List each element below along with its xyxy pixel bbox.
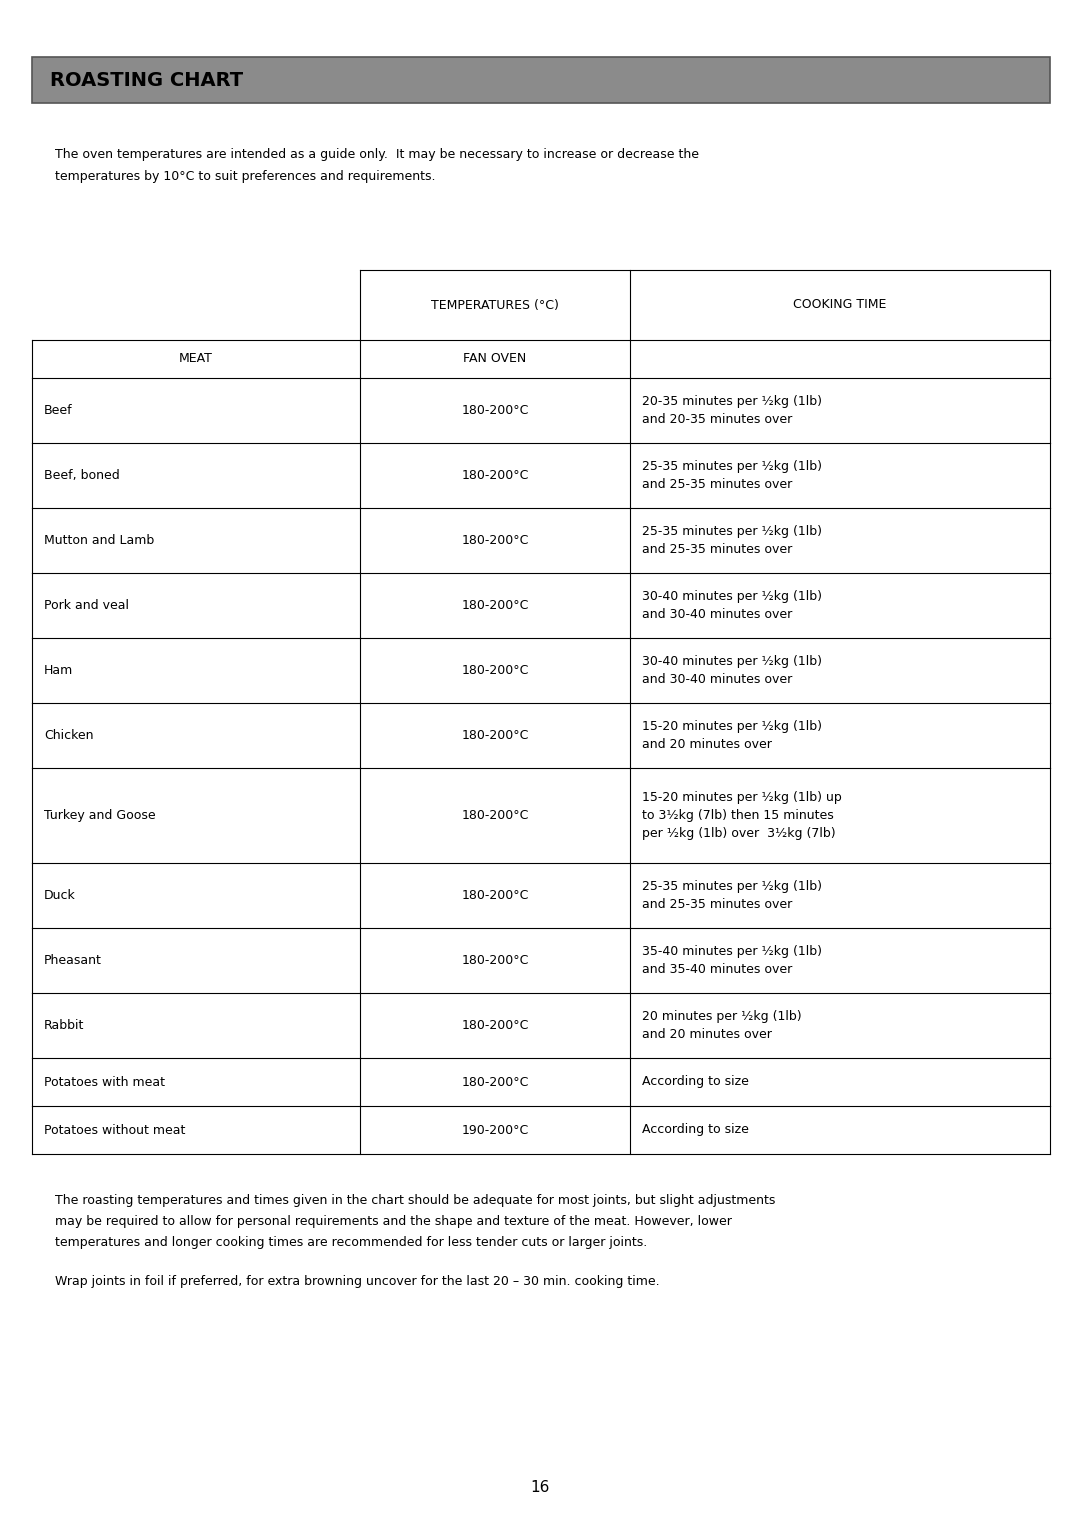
Text: 180-200°C: 180-200°C <box>461 533 529 547</box>
Text: The roasting temperatures and times given in the chart should be adequate for mo: The roasting temperatures and times give… <box>55 1193 775 1207</box>
Text: and 25-35 minutes over: and 25-35 minutes over <box>642 478 793 490</box>
Text: 15-20 minutes per ½kg (1lb): 15-20 minutes per ½kg (1lb) <box>642 720 822 733</box>
Text: Rabbit: Rabbit <box>44 1019 84 1031</box>
Text: to 3½kg (7lb) then 15 minutes: to 3½kg (7lb) then 15 minutes <box>642 808 834 822</box>
Text: Turkey and Goose: Turkey and Goose <box>44 808 156 822</box>
Text: COOKING TIME: COOKING TIME <box>794 298 887 312</box>
Text: and 35-40 minutes over: and 35-40 minutes over <box>642 963 793 976</box>
Text: 35-40 minutes per ½kg (1lb): 35-40 minutes per ½kg (1lb) <box>642 944 822 958</box>
Text: 30-40 minutes per ½kg (1lb): 30-40 minutes per ½kg (1lb) <box>642 656 822 668</box>
Text: and 25-35 minutes over: and 25-35 minutes over <box>642 898 793 911</box>
Text: Potatoes without meat: Potatoes without meat <box>44 1123 186 1137</box>
Text: 25-35 minutes per ½kg (1lb): 25-35 minutes per ½kg (1lb) <box>642 460 822 474</box>
Text: 180-200°C: 180-200°C <box>461 469 529 481</box>
Text: 25-35 minutes per ½kg (1lb): 25-35 minutes per ½kg (1lb) <box>642 526 822 538</box>
Text: MEAT: MEAT <box>179 353 213 365</box>
Text: 25-35 minutes per ½kg (1lb): 25-35 minutes per ½kg (1lb) <box>642 880 822 892</box>
Text: 16: 16 <box>530 1481 550 1494</box>
Text: and 30-40 minutes over: and 30-40 minutes over <box>642 608 793 620</box>
Text: and 30-40 minutes over: and 30-40 minutes over <box>642 672 793 686</box>
Text: and 20 minutes over: and 20 minutes over <box>642 738 772 750</box>
Text: Ham: Ham <box>44 665 73 677</box>
Text: Chicken: Chicken <box>44 729 94 743</box>
Bar <box>32 57 1050 102</box>
Text: 180-200°C: 180-200°C <box>461 403 529 417</box>
Text: 180-200°C: 180-200°C <box>461 953 529 967</box>
Text: Beef, boned: Beef, boned <box>44 469 120 481</box>
Text: 180-200°C: 180-200°C <box>461 889 529 902</box>
Text: 180-200°C: 180-200°C <box>461 729 529 743</box>
Text: 20 minutes per ½kg (1lb): 20 minutes per ½kg (1lb) <box>642 1010 801 1024</box>
Text: 180-200°C: 180-200°C <box>461 808 529 822</box>
Text: Pork and veal: Pork and veal <box>44 599 129 613</box>
Text: 180-200°C: 180-200°C <box>461 665 529 677</box>
Text: temperatures by 10°C to suit preferences and requirements.: temperatures by 10°C to suit preferences… <box>55 170 435 183</box>
Text: and 20-35 minutes over: and 20-35 minutes over <box>642 413 793 426</box>
Text: Potatoes with meat: Potatoes with meat <box>44 1076 165 1088</box>
Text: Pheasant: Pheasant <box>44 953 102 967</box>
Text: 30-40 minutes per ½kg (1lb): 30-40 minutes per ½kg (1lb) <box>642 590 822 604</box>
Text: Duck: Duck <box>44 889 76 902</box>
Text: Beef: Beef <box>44 403 72 417</box>
Text: ROASTING CHART: ROASTING CHART <box>50 70 243 90</box>
Text: TEMPERATURES (°C): TEMPERATURES (°C) <box>431 298 559 312</box>
Text: temperatures and longer cooking times are recommended for less tender cuts or la: temperatures and longer cooking times ar… <box>55 1236 647 1248</box>
Text: Mutton and Lamb: Mutton and Lamb <box>44 533 154 547</box>
Text: 15-20 minutes per ½kg (1lb) up: 15-20 minutes per ½kg (1lb) up <box>642 792 841 804</box>
Text: 180-200°C: 180-200°C <box>461 599 529 613</box>
Text: 180-200°C: 180-200°C <box>461 1076 529 1088</box>
Text: According to size: According to size <box>642 1123 748 1137</box>
Text: 190-200°C: 190-200°C <box>461 1123 528 1137</box>
Text: According to size: According to size <box>642 1076 748 1088</box>
Text: and 20 minutes over: and 20 minutes over <box>642 1028 772 1041</box>
Text: and 25-35 minutes over: and 25-35 minutes over <box>642 542 793 556</box>
Text: per ½kg (1lb) over  3½kg (7lb): per ½kg (1lb) over 3½kg (7lb) <box>642 827 836 840</box>
Text: 20-35 minutes per ½kg (1lb): 20-35 minutes per ½kg (1lb) <box>642 396 822 408</box>
Text: 180-200°C: 180-200°C <box>461 1019 529 1031</box>
Text: Wrap joints in foil if preferred, for extra browning uncover for the last 20 – 3: Wrap joints in foil if preferred, for ex… <box>55 1274 660 1288</box>
Text: may be required to allow for personal requirements and the shape and texture of : may be required to allow for personal re… <box>55 1215 732 1229</box>
Text: FAN OVEN: FAN OVEN <box>463 353 527 365</box>
Text: The oven temperatures are intended as a guide only.  It may be necessary to incr: The oven temperatures are intended as a … <box>55 148 699 160</box>
